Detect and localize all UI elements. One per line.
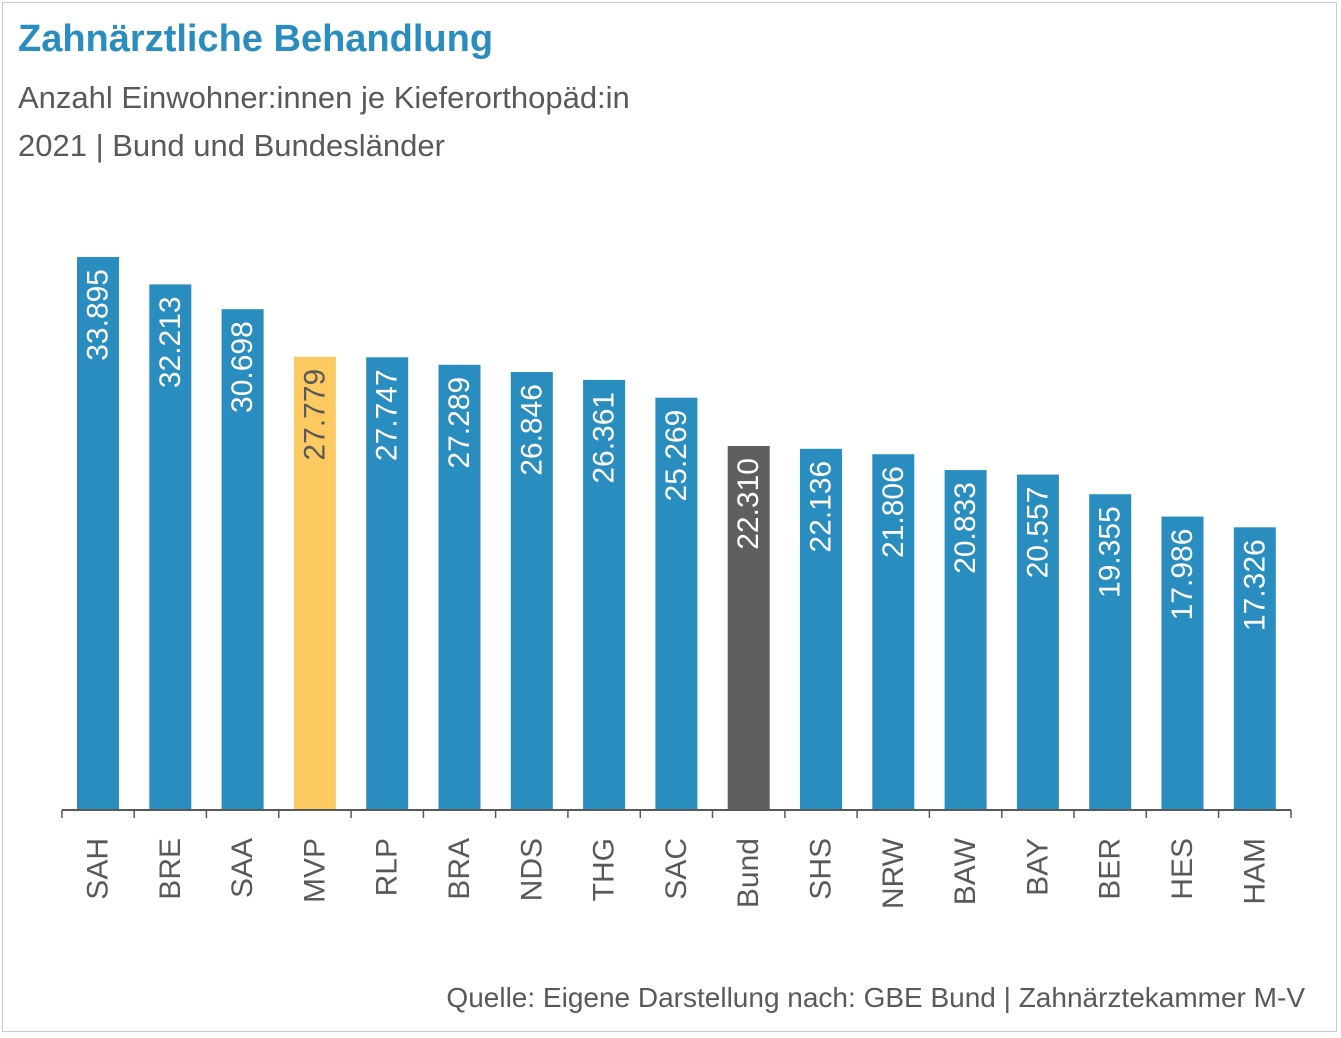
data-label-nrw: 21.806 [877,466,910,558]
x-tick-label-nrw: NRW [877,837,910,909]
x-tick-label-sac: SAC [660,838,693,900]
x-tick-label-ber: BER [1094,838,1127,900]
bar-bay [1016,474,1059,810]
bar-bre [149,284,192,810]
data-label-baw: 20.833 [949,482,982,574]
bar-nds [510,372,553,810]
bar-thg [583,379,626,810]
data-label-thg: 26.361 [588,392,621,484]
data-label-sah: 33.895 [82,269,115,361]
x-tick-label-mvp: MVP [298,838,331,903]
data-label-hes: 17.986 [1166,529,1199,621]
source-note: Quelle: Eigene Darstellung nach: GBE Bun… [446,982,1305,1013]
bar-bra [438,364,481,810]
data-labels: 33.895 32.213 30.698 27.779 27.747 27.289 26.8… [82,269,1272,631]
bar-series [77,257,1276,810]
bar-saa [221,309,264,810]
bar-ham [1233,527,1276,810]
x-tick-label-bre: BRE [154,838,187,900]
bar-baw [944,470,987,810]
data-label-mvp: 27.779 [298,369,331,461]
x-tick-labels: SAH BRE SAA MVP RLP BRA NDS THG SAC Bund SHS NRW BAW… [82,837,1272,909]
data-label-bre: 32.213 [154,296,187,388]
bar-hes [1161,516,1204,810]
x-axis [61,809,1292,818]
data-label-bay: 20.557 [1021,487,1054,579]
x-tick-label-bay: BAY [1021,838,1054,896]
data-label-ham: 17.326 [1238,539,1271,631]
bar-nrw [872,454,915,810]
bar-ber [1089,494,1132,810]
bar-shs [800,448,842,810]
x-tick-label-hes: HES [1166,838,1199,900]
data-label-nds: 26.846 [515,384,548,476]
data-label-saa: 30.698 [226,321,259,413]
x-tick-label-ham: HAM [1238,838,1271,905]
bar-mvp [293,356,336,810]
x-tick-label-saa: SAA [226,838,259,898]
bar-sah [77,257,119,810]
x-tick-label-baw: BAW [949,837,982,905]
bar-sac [655,397,698,810]
x-tick-label-bra: BRA [443,838,476,900]
x-tick-label-shs: SHS [805,838,838,900]
chart-subtitle: Anzahl Einwohner:innen je Kieferorthopäd… [18,80,630,115]
data-label-sac: 25.269 [660,410,693,502]
x-tick-label-nds: NDS [515,838,548,901]
data-label-bra: 27.289 [443,377,476,469]
bar-bund [727,446,770,810]
bar-rlp [366,357,409,810]
x-tick-label-thg: THG [588,838,621,901]
data-label-bund: 22.310 [732,458,765,550]
x-tick-label-rlp: RLP [371,838,404,896]
x-tick-label-sah: SAH [82,838,115,900]
x-tick-label-bund: Bund [732,838,765,908]
chart-subtitle-year: 2021 | Bund und Bundesländer [18,128,445,163]
data-label-rlp: 27.747 [371,369,404,461]
chart-title: Zahnärztliche Behandlung [18,18,494,60]
data-label-ber: 19.355 [1094,506,1127,598]
data-label-shs: 22.136 [805,461,838,553]
